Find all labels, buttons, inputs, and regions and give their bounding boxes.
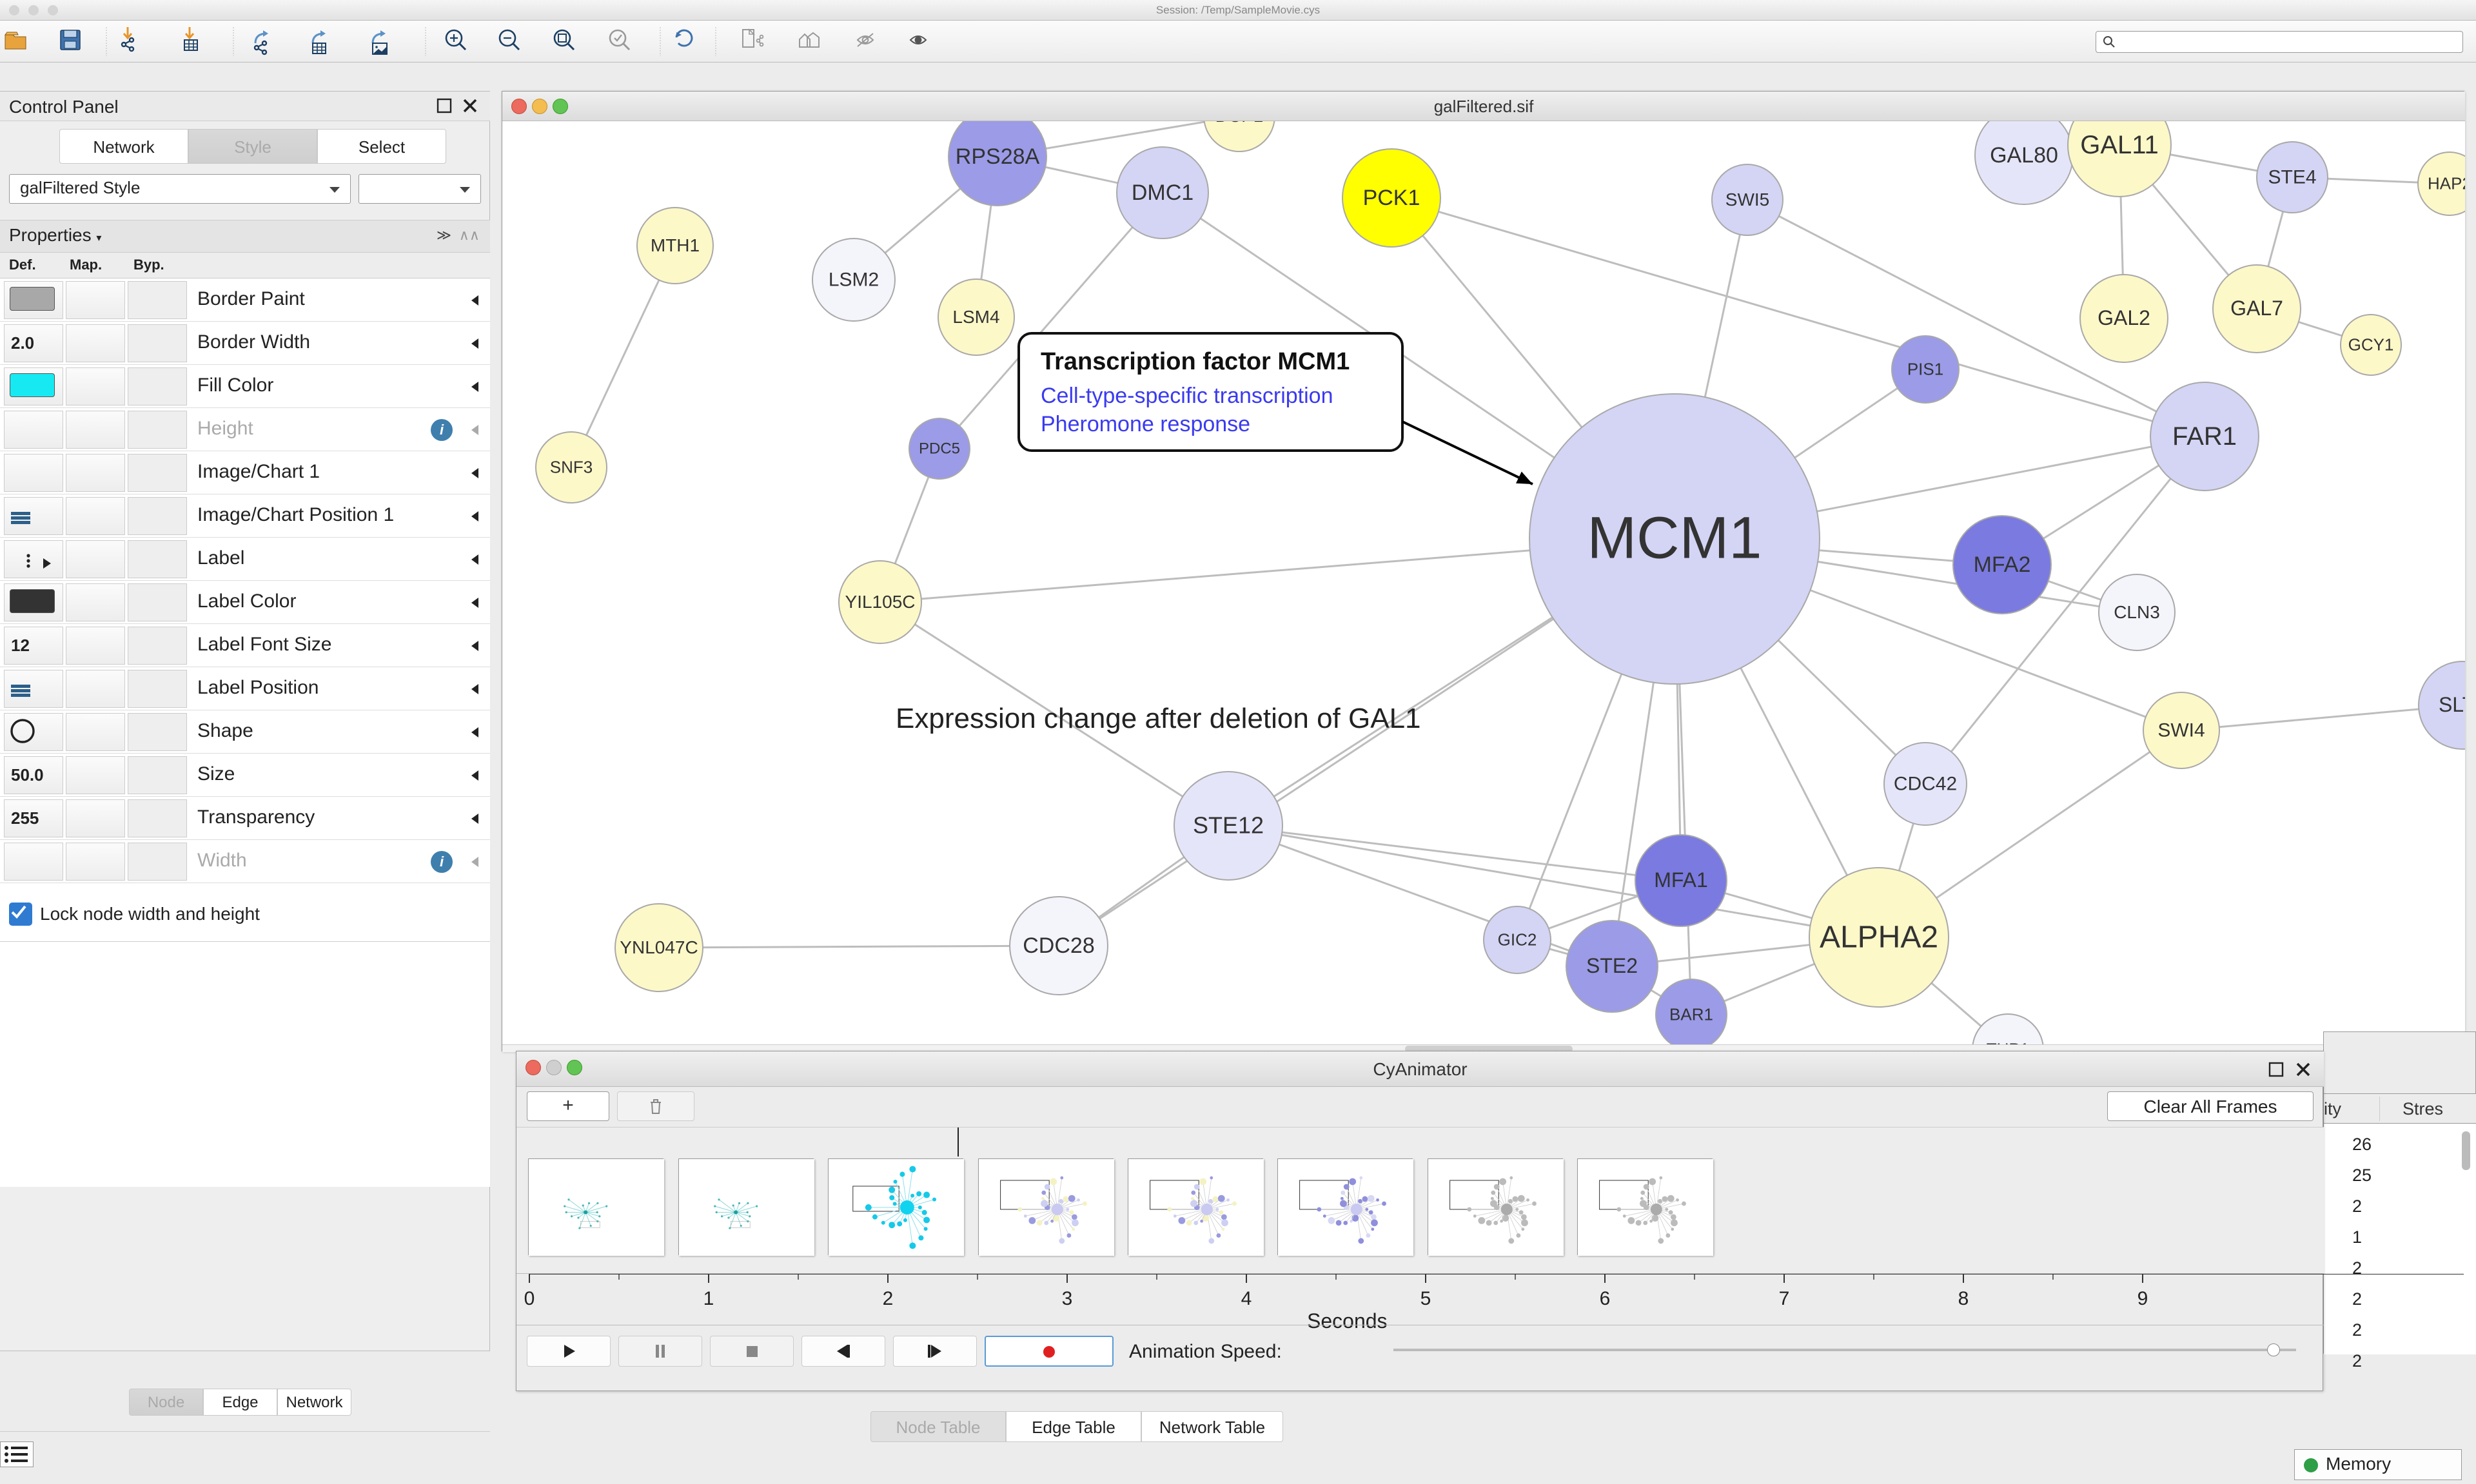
svg-text:STE2: STE2 bbox=[1586, 954, 1638, 977]
svg-text:SLT2: SLT2 bbox=[2439, 693, 2465, 716]
svg-text:RPS28A: RPS28A bbox=[956, 144, 1040, 169]
svg-text:LSM4: LSM4 bbox=[952, 307, 999, 327]
svg-text:CLN3: CLN3 bbox=[2114, 602, 2160, 622]
svg-text:Expression change after deleti: Expression change after deletion of GAL1 bbox=[896, 703, 1421, 734]
svg-text:STE12: STE12 bbox=[1193, 812, 1264, 839]
svg-text:CDC42: CDC42 bbox=[1894, 774, 1957, 795]
svg-text:GAL11: GAL11 bbox=[2080, 131, 2159, 159]
svg-text:GAL2: GAL2 bbox=[2098, 306, 2150, 329]
svg-text:Transcription factor MCM1: Transcription factor MCM1 bbox=[1041, 348, 1350, 375]
svg-text:STE4: STE4 bbox=[2268, 167, 2316, 188]
svg-text:2: 2 bbox=[883, 1288, 894, 1309]
svg-text:7: 7 bbox=[1779, 1288, 1790, 1309]
svg-text:HAP2: HAP2 bbox=[2428, 173, 2465, 193]
svg-text:ALPHA2: ALPHA2 bbox=[1820, 920, 1938, 954]
svg-text:1: 1 bbox=[703, 1288, 714, 1309]
svg-text:MFA2: MFA2 bbox=[1974, 552, 2031, 577]
svg-text:PCK1: PCK1 bbox=[1363, 186, 1420, 210]
svg-text:9: 9 bbox=[2137, 1288, 2148, 1309]
svg-text:Pheromone response: Pheromone response bbox=[1041, 412, 1250, 436]
svg-text:MCM1: MCM1 bbox=[1587, 505, 1762, 571]
svg-text:FAR1: FAR1 bbox=[2172, 422, 2237, 451]
svg-text:SWI4: SWI4 bbox=[2157, 720, 2205, 741]
svg-text:GCY1: GCY1 bbox=[2348, 335, 2394, 354]
svg-text:DCP1: DCP1 bbox=[1215, 121, 1264, 126]
svg-text:0: 0 bbox=[524, 1288, 535, 1309]
svg-text:5: 5 bbox=[1420, 1288, 1431, 1309]
svg-text:YNL047C: YNL047C bbox=[620, 937, 698, 957]
svg-text:6: 6 bbox=[1600, 1288, 1611, 1309]
svg-text:8: 8 bbox=[1958, 1288, 1969, 1309]
svg-text:GAL7: GAL7 bbox=[2230, 297, 2283, 320]
svg-text:DMC1: DMC1 bbox=[1132, 181, 1194, 205]
svg-text:PIS1: PIS1 bbox=[1907, 359, 1943, 378]
svg-text:BAR1: BAR1 bbox=[1669, 1004, 1713, 1024]
svg-text:LSM2: LSM2 bbox=[829, 269, 879, 291]
svg-text:4: 4 bbox=[1241, 1288, 1252, 1309]
svg-text:GAL80: GAL80 bbox=[1990, 143, 2058, 168]
svg-text:Cell-type-specific transcripti: Cell-type-specific transcription bbox=[1041, 384, 1333, 408]
svg-text:SNF3: SNF3 bbox=[550, 457, 593, 476]
svg-text:GIC2: GIC2 bbox=[1498, 930, 1537, 949]
svg-text:MFA1: MFA1 bbox=[1654, 868, 1708, 892]
svg-text:CDC28: CDC28 bbox=[1023, 933, 1094, 958]
svg-text:SWI5: SWI5 bbox=[1725, 190, 1769, 210]
svg-text:TUP1: TUP1 bbox=[1987, 1039, 2029, 1044]
svg-text:MTH1: MTH1 bbox=[651, 235, 700, 255]
svg-text:3: 3 bbox=[1062, 1288, 1073, 1309]
svg-text:YIL105C: YIL105C bbox=[845, 592, 916, 612]
svg-text:PDC5: PDC5 bbox=[919, 440, 960, 458]
